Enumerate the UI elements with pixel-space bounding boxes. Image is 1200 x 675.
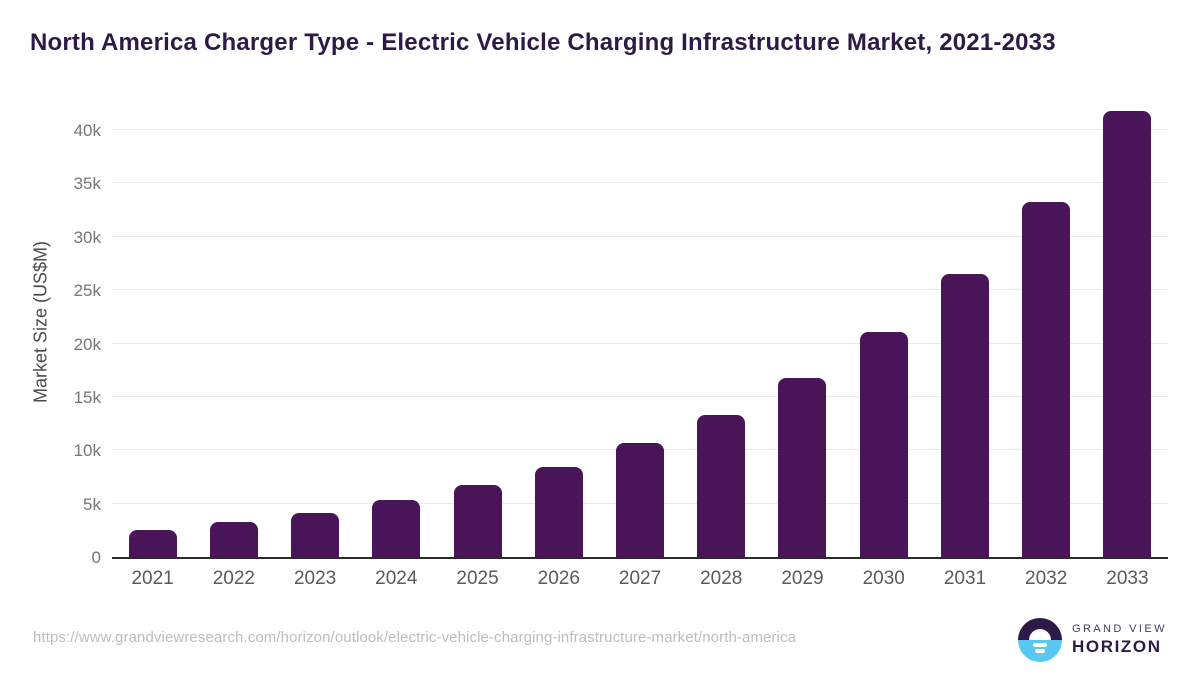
- bar-2024: [372, 500, 421, 557]
- bar-2030: [859, 331, 908, 557]
- bar-slot: [1087, 100, 1168, 557]
- x-tick-label: 2027: [618, 568, 662, 589]
- logo-sun-icon: [1029, 629, 1051, 640]
- x-tick-label: 2028: [700, 568, 743, 589]
- y-tick-label: 5k: [83, 494, 101, 514]
- bar-slot: [274, 100, 355, 557]
- logo-product-name: HORIZON: [1072, 637, 1162, 656]
- bar-slot: [356, 100, 437, 557]
- bar-2026: [534, 467, 583, 557]
- bar-2025: [453, 485, 502, 557]
- x-tick-label: 2022: [212, 568, 255, 589]
- x-tick-label: 2030: [862, 568, 905, 589]
- bar-2033: [1103, 110, 1152, 557]
- gridline: [112, 235, 1168, 237]
- bar-2029: [778, 377, 827, 557]
- x-tick-label: 2033: [1106, 568, 1149, 589]
- bar-2032: [1022, 201, 1071, 557]
- logo-text: GRAND VIEW HORIZON: [1072, 623, 1167, 657]
- bar-slot: [518, 100, 599, 557]
- bar-slot: [681, 100, 762, 557]
- y-tick-label: 15k: [73, 387, 101, 407]
- logo-reflection-line: [1035, 649, 1045, 653]
- bar-2021: [128, 530, 177, 557]
- bars-row: [112, 100, 1168, 557]
- bar-slot: [112, 100, 193, 557]
- gridline: [112, 182, 1168, 184]
- bar-slot: [762, 100, 843, 557]
- bar-2027: [616, 442, 665, 557]
- x-tick-label: 2023: [293, 568, 337, 589]
- bar-slot: [924, 100, 1005, 557]
- plot-area: [112, 100, 1168, 559]
- chart-title: North America Charger Type - Electric Ve…: [30, 29, 1056, 56]
- x-tick-label: 2031: [943, 568, 987, 589]
- sunrise-horizon-icon: [1018, 618, 1062, 662]
- y-tick-label: 25k: [73, 281, 101, 301]
- gridline: [112, 289, 1168, 291]
- y-tick-label: 0: [91, 548, 101, 567]
- bar-slot: [193, 100, 274, 557]
- y-tick-label: 20k: [73, 334, 101, 354]
- y-axis-tick-labels: 0 5k 10k 15k 20k 25k 30k 35k 40k: [0, 100, 101, 567]
- bar-2022: [209, 522, 258, 557]
- gridline: [112, 129, 1168, 131]
- x-axis-labels: 2021 2022 2023 2024 2025 2026 2027 2028 2029 2030…: [112, 568, 1168, 590]
- bar-2023: [291, 512, 340, 557]
- logo-reflection-line: [1033, 643, 1047, 647]
- bar-slot: [1006, 100, 1087, 557]
- gridline: [112, 395, 1168, 397]
- y-tick-label: 10k: [73, 441, 101, 461]
- x-tick-label: 2026: [537, 568, 580, 589]
- bar-slot: [437, 100, 518, 557]
- y-tick-label: 40k: [73, 121, 101, 141]
- bar-slot: [599, 100, 680, 557]
- x-tick-label: 2021: [131, 568, 174, 589]
- bar-2031: [940, 274, 989, 557]
- gridline: [112, 342, 1168, 344]
- x-tick-label: 2025: [456, 568, 499, 589]
- bar-slot: [843, 100, 924, 557]
- y-tick-label: 35k: [73, 174, 101, 194]
- source-url: https://www.grandviewresearch.com/horizo…: [33, 629, 797, 646]
- y-tick-label: 30k: [73, 227, 101, 247]
- logo-brand-name: GRAND VIEW: [1072, 623, 1167, 635]
- x-tick-label: 2024: [375, 568, 418, 589]
- bar-2028: [697, 415, 746, 557]
- x-tick-label: 2029: [781, 568, 824, 589]
- brand-logo: GRAND VIEW HORIZON: [1018, 618, 1167, 662]
- x-tick-label: 2032: [1025, 568, 1068, 589]
